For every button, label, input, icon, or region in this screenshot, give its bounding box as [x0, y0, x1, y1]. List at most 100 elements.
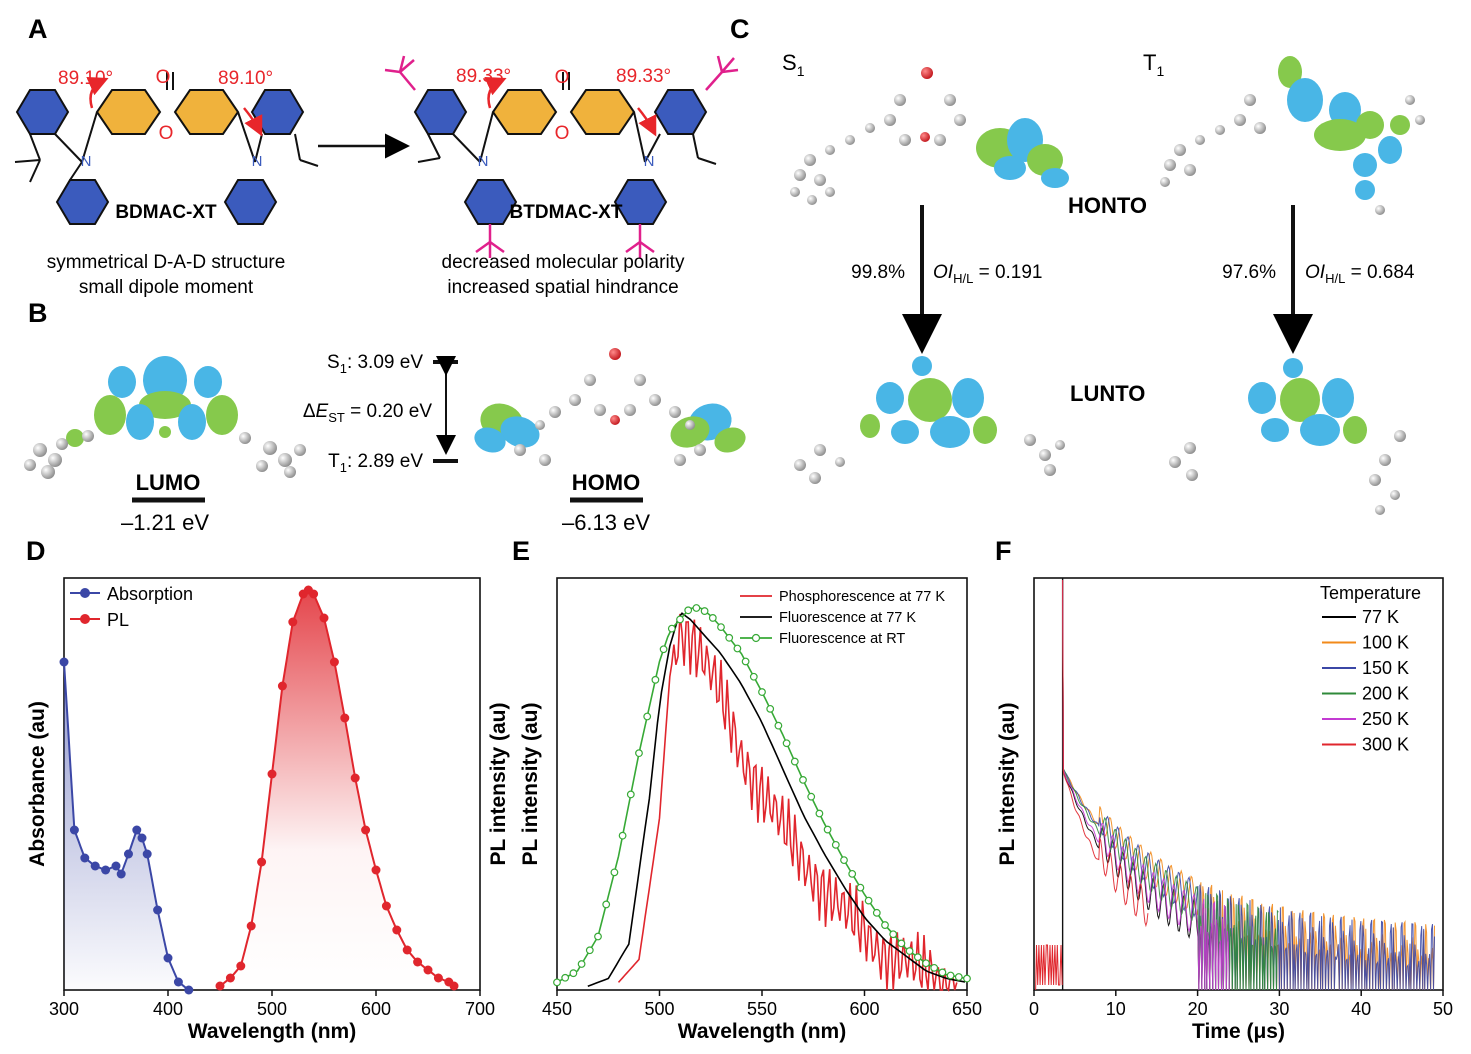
chart-f-x-tick-label: 30: [1269, 999, 1289, 1019]
chart-d-point-absorption: [173, 977, 183, 987]
chart-d-x-tick-label: 700: [465, 999, 495, 1019]
chart-e-line-2: [556, 607, 968, 984]
mol1-desc-1: symmetrical D-A-D structure: [47, 252, 286, 273]
mol1-ring-o-atom: O: [159, 123, 174, 144]
chart-d-point-pl: [267, 769, 277, 779]
chart-e-point-rt: [840, 856, 848, 865]
panel-label-c: C: [730, 14, 750, 44]
chart-d-point-absorption: [142, 849, 152, 859]
chart-f-y-axis-title: PL intensity (au): [996, 703, 1019, 866]
panel-label-f: F: [995, 536, 1012, 566]
lumo-label: LUMO: [136, 470, 201, 495]
chart-e-x-tick-label: 600: [849, 999, 879, 1019]
chart-d-point-absorption: [101, 865, 111, 875]
chart-e-point-rt: [651, 675, 660, 684]
mol2-name: BTDMAC-XT: [510, 202, 623, 223]
chart-d-point-absorption: [123, 849, 133, 859]
chart-e-point-rt: [561, 973, 570, 982]
s1-lunto-render: [794, 356, 1065, 484]
chart-e-point-rt: [626, 790, 635, 799]
chart-e-point-rt: [913, 953, 922, 962]
c-s1-header: S1: [782, 50, 805, 79]
chart-e-point-rt: [667, 624, 676, 633]
mol1-o-atom: O: [156, 67, 171, 88]
chart-d-x-tick-label: 600: [361, 999, 391, 1019]
chart-e-point-rt: [725, 633, 734, 642]
chart-e-point-rt: [823, 825, 832, 834]
t1-honto-render: [1160, 56, 1425, 215]
chart-d-point-absorption: [132, 825, 142, 835]
chart-d-area-pl: [220, 590, 454, 990]
mol2-n-right: N: [644, 153, 655, 170]
chart-e-x-tick-label: 650: [952, 999, 982, 1019]
chart-d-point-pl: [371, 865, 381, 875]
chart-e-point-rt: [610, 868, 619, 877]
chart-e-legend-label: Fluorescence at 77 K: [779, 610, 916, 626]
chart-f-x-tick-label: 50: [1433, 999, 1453, 1019]
btdmac-xt-structure: [384, 55, 739, 258]
chart-e-point-rt: [569, 969, 578, 978]
chart-d-area-absorption: [64, 662, 189, 990]
chart-f-legend-label: 250 K: [1362, 709, 1409, 729]
chart-d-point-absorption: [69, 825, 79, 835]
chart-e-point-rt: [815, 809, 824, 818]
panel-label-d: D: [26, 536, 46, 566]
mol2-o-atom: O: [555, 67, 570, 88]
chart-e-point-rt: [930, 963, 939, 972]
mol2-desc-2: increased spatial hindrance: [447, 277, 678, 298]
chart-e-x-axis-title: Wavelength (nm): [678, 1020, 846, 1043]
panel-label-a: A: [28, 14, 48, 44]
chart-f-legend-label: 300 K: [1362, 735, 1409, 755]
chart-d-line-pl: [219, 589, 454, 987]
homo-energy: –6.13 eV: [562, 510, 650, 535]
chart-d-point-pl: [402, 945, 412, 955]
chart-d-point-absorption: [111, 861, 121, 871]
chart-e-point-rt: [807, 792, 816, 801]
chart-e-point-rt: [790, 757, 799, 766]
chart-d-point-pl: [246, 921, 256, 931]
chart-d-point-pl: [381, 901, 391, 911]
chart-f-legend-label: 200 K: [1362, 684, 1409, 704]
chart-e-point-rt: [766, 704, 775, 713]
homo-orbital-render: [474, 348, 746, 466]
chart-f-legend-title: Temperature: [1320, 583, 1421, 603]
lunto-label: LUNTO: [1070, 381, 1145, 406]
chart-e-point-rt: [872, 908, 881, 917]
chart-e-point-rt: [635, 749, 643, 758]
chart-e-point-rt: [774, 721, 783, 730]
chart-f-plot-frame: [1033, 577, 1444, 991]
honto-label: HONTO: [1068, 193, 1147, 218]
chart-d-point-pl: [449, 981, 459, 991]
chart-e-x-tick-label: 450: [542, 999, 572, 1019]
chart-f-decay-77k: [1062, 579, 1215, 991]
homo-label: HOMO: [572, 470, 640, 495]
chart-d-point-absorption: [137, 833, 147, 843]
mol2-n-left: N: [478, 153, 489, 170]
lumo-orbital-render: [24, 356, 306, 479]
chart-f-x-tick-label: 20: [1188, 999, 1208, 1019]
chart-e-point-rt: [922, 959, 930, 968]
chart-d-x-axis-title: Wavelength (nm): [188, 1020, 356, 1043]
chart-e-y-axis-title: PL intensity (au): [519, 703, 542, 866]
lumo-energy: –1.21 eV: [121, 510, 209, 535]
chart-e-point-rt: [594, 932, 602, 941]
chart-f-decay-250k: [1062, 579, 1230, 991]
bdmac-xt-structure: [14, 72, 319, 225]
chart-d-point-pl: [361, 825, 371, 835]
chart-d-y-axis-title: Absorbance (au): [26, 701, 49, 867]
mol2-angle-left: 89.33°: [456, 66, 511, 87]
chart-e-legend-label: Phosphorescence at 77 K: [779, 589, 945, 605]
mol1-n-right: N: [252, 153, 263, 170]
chart-d-point-pl: [433, 973, 443, 983]
chart-e-point-rt: [659, 645, 668, 654]
chart-e-point-rt: [741, 657, 750, 666]
s1-energy-text: S1: 3.09 eV: [327, 352, 423, 376]
chart-e-legend-marker: [751, 633, 761, 643]
mol2-angle-right: 89.33°: [616, 66, 671, 87]
dest-text: ΔEST = 0.20 eV: [303, 401, 432, 425]
chart-e-y-axis-title-dup: PL intensity (au): [487, 703, 510, 866]
chart-e-point-rt: [577, 960, 586, 968]
chart-e-point-rt: [749, 672, 758, 681]
mol2-desc-1: decreased molecular polarity: [442, 252, 685, 273]
